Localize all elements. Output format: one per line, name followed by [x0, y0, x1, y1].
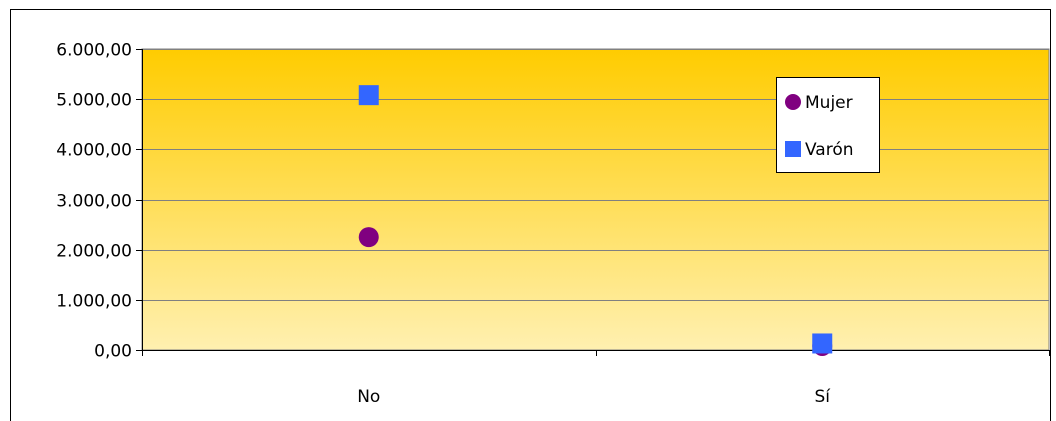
- plot-area: [142, 49, 1049, 350]
- data-point-varon: [812, 333, 832, 353]
- y-tick-label: 2.000,00: [56, 242, 132, 262]
- data-point-varon: [359, 85, 379, 105]
- x-tick-label: Sí: [814, 387, 831, 407]
- data-point-mujer: [359, 227, 379, 247]
- y-tick-label: 5.000,00: [56, 91, 132, 111]
- y-tick-label: 1.000,00: [56, 292, 132, 312]
- legend-marker-varon: [785, 141, 801, 157]
- y-tick-label: 4.000,00: [56, 141, 132, 161]
- x-tick-label: No: [357, 387, 380, 407]
- legend-label-mujer: Mujer: [805, 93, 853, 113]
- legend: Mujer Varón: [777, 78, 880, 173]
- y-tick-label: 0,00: [94, 342, 132, 362]
- legend-label-varon: Varón: [805, 140, 854, 160]
- legend-marker-mujer: [785, 94, 801, 110]
- y-tick-label: 6.000,00: [56, 41, 132, 61]
- y-tick-label: 3.000,00: [56, 192, 132, 212]
